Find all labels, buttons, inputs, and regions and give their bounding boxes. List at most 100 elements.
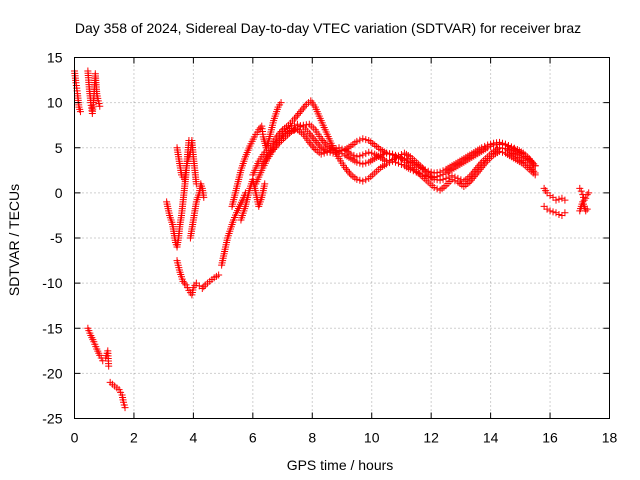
data-point xyxy=(308,133,316,141)
data-point xyxy=(436,176,444,184)
data-point xyxy=(326,147,334,155)
data-point xyxy=(215,271,223,279)
data-point xyxy=(549,208,557,216)
data-point xyxy=(470,167,478,175)
data-point xyxy=(298,106,306,114)
data-point xyxy=(394,159,402,167)
data-point xyxy=(585,189,593,197)
data-point xyxy=(469,169,477,177)
data-point xyxy=(362,159,370,167)
data-point xyxy=(179,277,187,285)
data-point xyxy=(561,196,569,204)
data-point xyxy=(292,113,300,121)
data-marks xyxy=(71,67,593,412)
data-point xyxy=(445,173,453,181)
data-point xyxy=(472,165,480,173)
data-point xyxy=(368,149,376,157)
data-point xyxy=(255,126,263,134)
data-point xyxy=(583,191,591,199)
data-point xyxy=(420,165,428,173)
data-point xyxy=(362,150,370,158)
data-point xyxy=(301,102,309,110)
y-tick-label: -25 xyxy=(42,411,62,427)
data-point xyxy=(296,122,304,130)
data-point xyxy=(270,144,278,152)
data-point xyxy=(353,137,361,145)
data-point xyxy=(277,99,285,107)
data-point xyxy=(475,162,483,170)
y-tick-label: 0 xyxy=(55,185,63,201)
data-point xyxy=(290,115,298,123)
data-point xyxy=(307,131,315,139)
data-point xyxy=(362,176,370,184)
data-point xyxy=(295,109,303,117)
data-point xyxy=(525,155,533,163)
data-point xyxy=(344,167,352,175)
x-tick-label: 4 xyxy=(189,430,197,446)
data-point xyxy=(332,145,340,153)
data-point xyxy=(356,176,364,184)
data-point xyxy=(439,175,447,183)
data-point xyxy=(296,108,304,116)
x-axis-label: GPS time / hours xyxy=(287,457,394,473)
data-point xyxy=(442,174,450,182)
data-point xyxy=(561,209,569,217)
data-point xyxy=(76,108,84,116)
data-point xyxy=(342,165,350,173)
data-point xyxy=(530,160,538,168)
data-point xyxy=(473,164,481,172)
data-point xyxy=(362,136,370,144)
x-tick-label: 8 xyxy=(308,430,316,446)
data-point xyxy=(552,196,560,204)
data-point xyxy=(314,140,322,148)
data-point xyxy=(439,167,447,175)
data-point xyxy=(582,207,590,215)
y-tick-label: 5 xyxy=(55,140,63,156)
y-tick-label: -15 xyxy=(42,320,62,336)
data-point xyxy=(481,142,489,150)
x-tick-label: 10 xyxy=(364,430,380,446)
data-point xyxy=(478,144,486,152)
data-point xyxy=(96,102,104,110)
data-point xyxy=(380,150,388,158)
y-tick-label: 10 xyxy=(47,95,63,111)
data-point xyxy=(552,209,560,217)
data-point xyxy=(105,362,113,370)
data-point xyxy=(274,138,282,146)
data-point xyxy=(531,162,539,170)
data-point xyxy=(345,169,353,177)
data-point xyxy=(308,142,316,150)
data-point xyxy=(580,196,588,204)
data-point xyxy=(356,152,364,160)
data-point xyxy=(273,140,281,148)
data-point xyxy=(484,141,492,149)
y-tick-label: -10 xyxy=(42,275,62,291)
y-axis-label: SDTVAR / TECUs xyxy=(6,184,22,296)
data-point xyxy=(329,146,337,154)
data-point xyxy=(546,192,554,200)
y-tick-label: -5 xyxy=(50,230,63,246)
data-point xyxy=(307,140,315,148)
y-tick-label: -20 xyxy=(42,365,62,381)
data-point xyxy=(487,140,495,148)
data-point xyxy=(359,177,367,185)
data-point xyxy=(546,207,554,215)
data-point xyxy=(261,180,269,188)
data-point xyxy=(583,205,591,213)
grid xyxy=(74,57,610,419)
data-point xyxy=(394,152,402,160)
data-point xyxy=(430,183,438,191)
data-point xyxy=(454,174,462,182)
data-point xyxy=(356,136,364,144)
axis-ticks xyxy=(74,57,610,419)
data-point xyxy=(198,285,206,293)
data-point xyxy=(423,169,431,177)
data-point xyxy=(528,158,536,166)
x-tick-label: 6 xyxy=(249,430,257,446)
data-point xyxy=(577,187,585,195)
data-point xyxy=(335,144,343,152)
x-tick-label: 16 xyxy=(542,430,558,446)
data-point xyxy=(353,153,361,161)
data-point xyxy=(338,145,346,153)
